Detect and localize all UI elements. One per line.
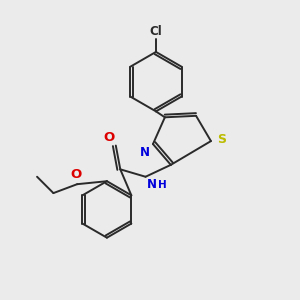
Text: Cl: Cl bbox=[150, 25, 162, 38]
Text: O: O bbox=[70, 168, 81, 181]
Text: N: N bbox=[140, 146, 149, 159]
Text: S: S bbox=[218, 133, 226, 146]
Text: N: N bbox=[147, 178, 157, 191]
Text: O: O bbox=[104, 131, 115, 144]
Text: H: H bbox=[158, 180, 167, 190]
